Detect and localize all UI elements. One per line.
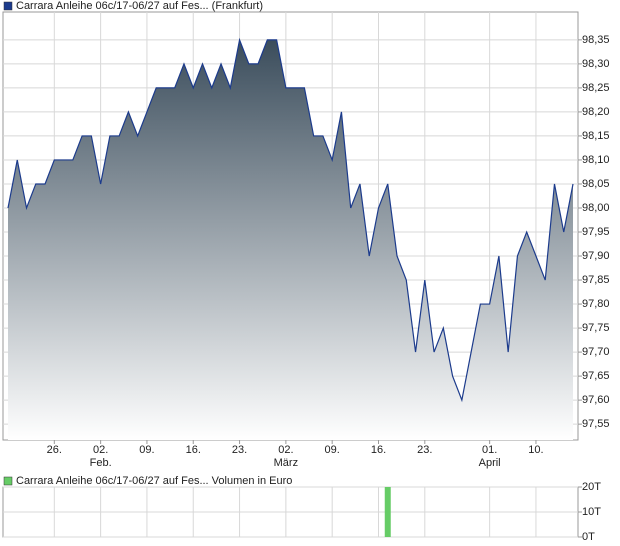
y-tick-label: 97,55 — [582, 418, 610, 430]
y-tick-label: 98,05 — [582, 178, 610, 190]
x-tick-label: 16. — [371, 444, 386, 456]
legend-label: Carrara Anleihe 06c/17-06/27 auf Fes... … — [16, 0, 263, 12]
y-tick-label: 97,75 — [582, 322, 610, 334]
y-tick-label: 0T — [582, 531, 595, 543]
y-tick-label: 97,95 — [582, 226, 610, 238]
x-tick-label: 23. — [232, 444, 247, 456]
area-fill — [8, 39, 573, 441]
x-tick-label: 02. — [278, 444, 293, 456]
x-tick-label: 10. — [528, 444, 543, 456]
legend-swatch — [3, 476, 13, 486]
y-tick-label: 97,65 — [582, 370, 610, 382]
x-tick-label: 01. — [482, 444, 497, 456]
legend-swatch — [3, 1, 13, 11]
y-tick-label: 97,90 — [582, 250, 610, 262]
x-tick-label: 09. — [325, 444, 340, 456]
x-tick-label: 26. — [47, 444, 62, 456]
y-tick-label: 97,80 — [582, 298, 610, 310]
y-tick-label: 97,70 — [582, 346, 610, 358]
y-tick-label: 98,10 — [582, 154, 610, 166]
y-tick-label: 98,30 — [582, 58, 610, 70]
x-month-label: März — [274, 457, 298, 469]
volume-bar — [384, 487, 391, 537]
y-tick-label: 98,20 — [582, 106, 610, 118]
y-tick-label: 98,25 — [582, 82, 610, 94]
x-month-label: April — [479, 457, 501, 469]
y-tick-label: 20T — [582, 481, 601, 493]
x-month-label: Feb. — [90, 457, 112, 469]
y-tick-label: 97,85 — [582, 274, 610, 286]
y-tick-label: 97,60 — [582, 394, 610, 406]
x-tick-label: 16. — [186, 444, 201, 456]
x-tick-label: 02. — [93, 444, 108, 456]
y-tick-label: 98,00 — [582, 202, 610, 214]
y-tick-label: 10T — [582, 506, 601, 518]
y-tick-label: 98,35 — [582, 34, 610, 46]
x-tick-label: 23. — [417, 444, 432, 456]
x-tick-label: 09. — [139, 444, 154, 456]
y-tick-label: 98,15 — [582, 130, 610, 142]
legend-label: Carrara Anleihe 06c/17-06/27 auf Fes... … — [16, 475, 292, 487]
price-line — [7, 37, 574, 403]
